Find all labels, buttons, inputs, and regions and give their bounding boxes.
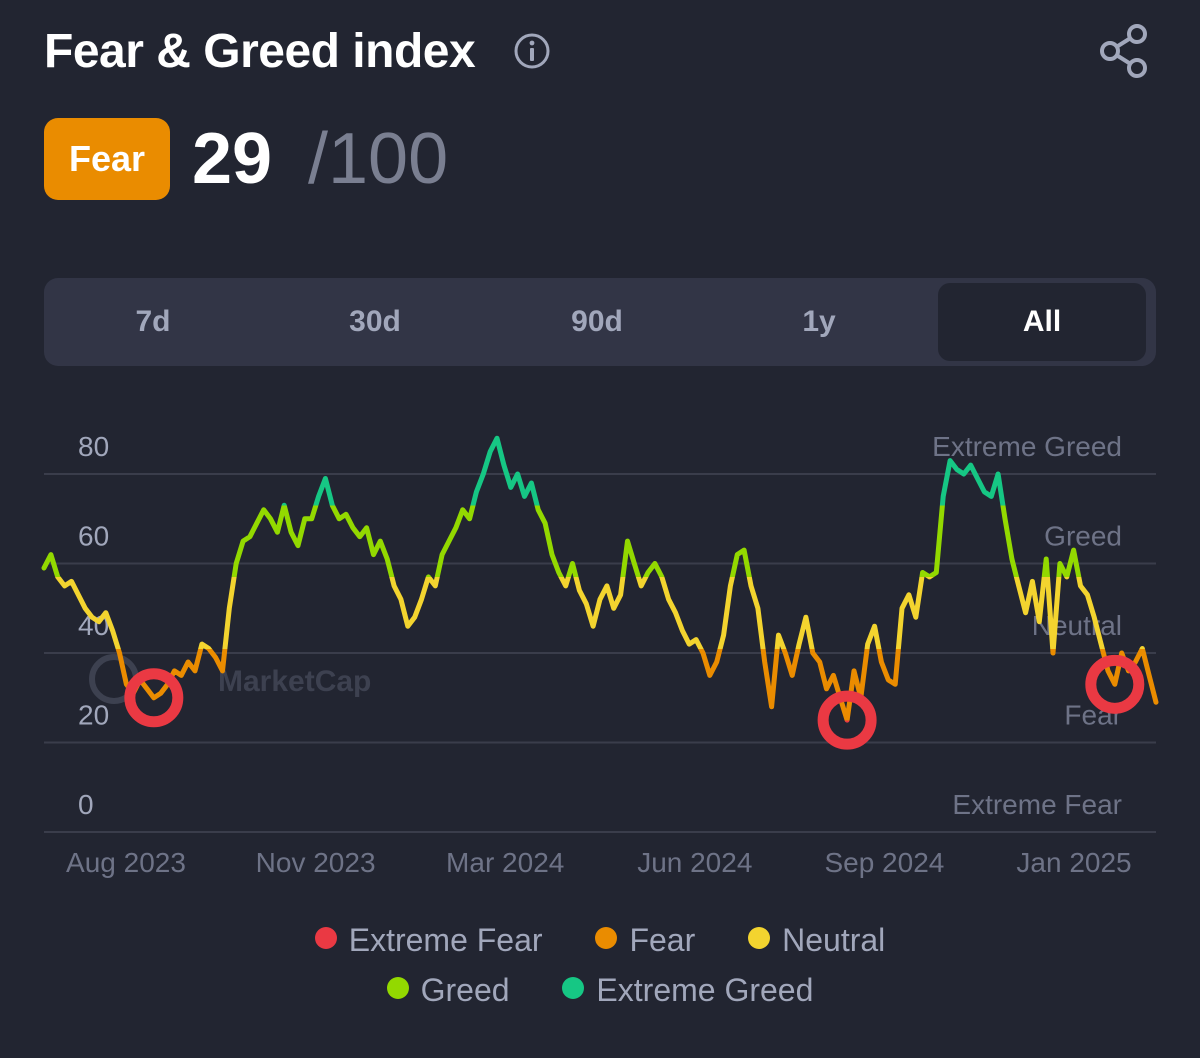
legend-label: Extreme Fear (348, 922, 543, 958)
legend-label: Greed (420, 972, 510, 1008)
zone-label: Neutral (1032, 610, 1122, 641)
page-title: Fear & Greed index (44, 25, 476, 78)
x-tick-label: Mar 2024 (446, 847, 564, 878)
x-tick-label: Nov 2023 (256, 847, 376, 878)
index-line (41, 435, 1159, 723)
zone-label: Extreme Greed (932, 431, 1122, 462)
legend-extreme-fear: Extreme Fear (314, 922, 543, 959)
x-tick-label: Sep 2024 (824, 847, 944, 878)
legend-label: Neutral (782, 922, 886, 958)
legend-row-2: Greed Extreme Greed (0, 972, 1200, 1009)
tab-1y[interactable]: 1y (802, 305, 836, 338)
y-tick-label: 0 (78, 789, 94, 820)
index-score: 29 (192, 119, 273, 199)
extreme-greed-dot (562, 977, 585, 999)
legend-row-1: Extreme Fear Fear Neutral (0, 922, 1200, 959)
watermark-text: MarketCap (218, 665, 371, 698)
sentiment-badge: Fear (44, 118, 170, 200)
legend-label: Extreme Greed (596, 972, 814, 1008)
range-selector: 7d 30d 90d 1y All (44, 278, 1156, 366)
tab-7d[interactable]: 7d (135, 305, 171, 338)
x-tick-label: Jun 2024 (637, 847, 752, 878)
low-highlight-marker (124, 668, 184, 728)
extreme-fear-dot (314, 927, 337, 949)
low-highlight-marker (817, 690, 877, 750)
x-tick-label: Aug 2023 (66, 847, 186, 878)
legend-extreme-greed: Extreme Greed (562, 972, 813, 1009)
index-max: /100 (308, 119, 449, 199)
zone-label: Greed (1044, 521, 1122, 552)
fear-dot (595, 927, 618, 949)
y-tick-label: 60 (78, 521, 109, 552)
tab-90d[interactable]: 90d (571, 305, 623, 338)
y-tick-label: 20 (78, 700, 109, 731)
info-circle-icon[interactable] (513, 32, 551, 70)
neutral-dot (748, 927, 771, 949)
tab-30d[interactable]: 30d (349, 305, 401, 338)
legend-greed: Greed (386, 972, 510, 1009)
x-tick-label: Jan 2025 (1016, 847, 1131, 878)
low-highlight-marker (1085, 654, 1145, 714)
legend-label: Fear (629, 922, 696, 958)
zone-label: Extreme Fear (952, 789, 1122, 820)
legend-neutral: Neutral (748, 922, 885, 959)
greed-dot (386, 977, 409, 999)
tab-all[interactable]: All (938, 283, 1146, 361)
legend-fear: Fear (595, 922, 695, 959)
y-tick-label: 80 (78, 431, 109, 462)
share-icon[interactable] (1096, 22, 1152, 80)
